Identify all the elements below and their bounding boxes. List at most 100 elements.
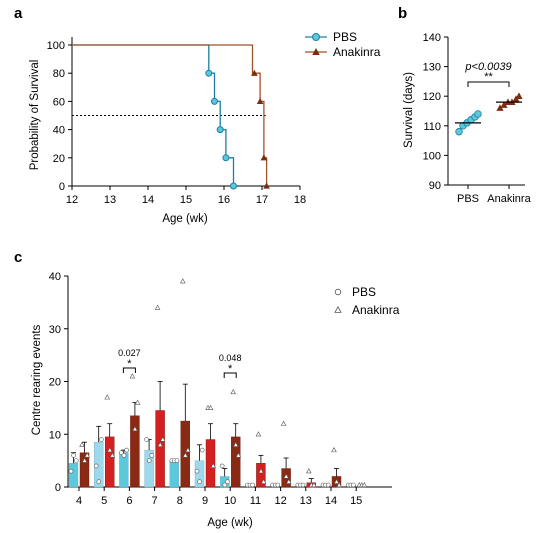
chart-b-pbs-point bbox=[455, 128, 463, 136]
chart-c-x-tick-label: 11 bbox=[250, 495, 261, 507]
chart-c-anakinra-point bbox=[255, 431, 262, 437]
chart-a-y-tick-label: 100 bbox=[47, 40, 65, 52]
chart-c-pbs-point bbox=[149, 453, 155, 458]
chart-c-pbs-point bbox=[300, 482, 306, 488]
chart-c-pbs-point bbox=[99, 437, 104, 442]
chart-c-pbs-point bbox=[96, 479, 102, 485]
chart-c-anakinra-point bbox=[134, 399, 141, 405]
chart-a-anakinra-point bbox=[256, 97, 264, 105]
chart-c-anakinra-point bbox=[185, 447, 191, 453]
chart-a-y-tick-label: 40 bbox=[53, 125, 65, 137]
chart-b-anakinra-point bbox=[500, 101, 508, 108]
chart-c-anakinra-point bbox=[331, 447, 337, 453]
chart-c-anakinra-point bbox=[132, 425, 138, 432]
chart-c-bar-pbs bbox=[68, 463, 79, 488]
chart-c-pbs-point bbox=[351, 482, 356, 488]
chart-c-pbs-point bbox=[71, 453, 76, 458]
chart-c-anakinra-point bbox=[107, 447, 113, 453]
chart-a-legend-pbs-label: PBS bbox=[333, 30, 357, 44]
chart-c-anakinra-point bbox=[306, 468, 312, 474]
chart-a-x-tick-label: 12 bbox=[66, 194, 78, 206]
chart-c-pbs-point bbox=[146, 458, 152, 463]
chart-c-anakinra-point bbox=[311, 481, 317, 488]
chart-c-anakinra-point bbox=[333, 478, 340, 484]
chart-c-pbs-point bbox=[144, 437, 149, 442]
chart-c-p-value: 0.027 bbox=[118, 348, 141, 358]
chart-c-legend-anakinra-marker bbox=[334, 305, 342, 313]
chart-c-pbs-point bbox=[121, 453, 127, 458]
chart-c-pbs-point bbox=[68, 468, 74, 474]
chart-c-x-tick-label: 4 bbox=[76, 495, 82, 507]
chart-c-pbs-point bbox=[219, 463, 225, 469]
chart-a-y-tick-label: 20 bbox=[53, 153, 65, 165]
chart-c-anakinra-point bbox=[129, 373, 136, 379]
chart-b-anakinra-point bbox=[515, 92, 523, 100]
chart-c-anakinra-point bbox=[207, 404, 214, 410]
chart-c-bar-anakinra bbox=[205, 439, 216, 488]
chart-a-pbs-point bbox=[230, 182, 237, 190]
chart-c-pbs-point bbox=[93, 463, 99, 469]
chart-a-y-tick-label: 0 bbox=[59, 181, 65, 193]
chart-c-p-value: 0.048 bbox=[219, 353, 242, 363]
chart-c-y-tick-label: 10 bbox=[49, 429, 61, 441]
chart-c-significance-stars: * bbox=[228, 363, 233, 375]
chart-c-significance-stars: * bbox=[127, 358, 132, 370]
chart-c-bar-anakinra bbox=[155, 410, 165, 488]
chart-c-anakinra-point bbox=[283, 473, 289, 479]
chart-c-x-tick-label: 14 bbox=[325, 495, 337, 507]
chart-a-pbs-point bbox=[222, 154, 230, 162]
chart-b-y-tick-label: 120 bbox=[423, 91, 441, 103]
chart-c-anakinra-point bbox=[84, 452, 90, 458]
chart-c-pbs-point bbox=[194, 468, 200, 474]
chart-b-ylabel: Survival (days) bbox=[403, 72, 415, 148]
chart-b-significance-bracket bbox=[467, 81, 510, 87]
chart-c-pbs-point bbox=[124, 447, 129, 453]
panel-label-c: c bbox=[14, 249, 22, 266]
chart-a-x-tick-label: 18 bbox=[294, 194, 306, 206]
chart-a-y-tick-label: 60 bbox=[53, 96, 65, 108]
chart-c-pbs-point bbox=[199, 447, 205, 453]
chart-c-y-tick-label: 40 bbox=[49, 271, 61, 283]
chart-c-anakinra-point bbox=[230, 389, 236, 395]
chart-a-legend-anakinra-label: Anakinra bbox=[333, 45, 381, 59]
chart-c-legend-pbs-marker bbox=[334, 288, 342, 296]
chart-c-anakinra-point bbox=[154, 304, 161, 310]
chart-a-xlabel: Age (wk) bbox=[162, 213, 208, 225]
chart-a-anakinra-point bbox=[251, 69, 258, 76]
chart-b-y-tick-label: 140 bbox=[423, 32, 441, 44]
panel-label-a: a bbox=[14, 5, 23, 22]
chart-c-x-tick-label: 9 bbox=[202, 495, 208, 507]
chart-a-x-tick-label: 15 bbox=[180, 194, 192, 206]
chart-a-anakinra-point bbox=[263, 182, 270, 189]
chart-a-pbs-point bbox=[216, 126, 224, 134]
chart-a-x-tick-label: 17 bbox=[256, 194, 268, 206]
chart-a-pbs-point bbox=[205, 69, 213, 77]
chart-a-legend-pbs-marker bbox=[312, 33, 320, 41]
chart-b-y-tick-label: 130 bbox=[423, 62, 441, 74]
chart-a-x-tick-label: 14 bbox=[142, 194, 154, 206]
chart-c-anakinra-point bbox=[210, 462, 216, 469]
chart-c-y-tick-label: 20 bbox=[49, 377, 61, 389]
chart-c-bar-pbs bbox=[169, 460, 180, 488]
chart-a-pbs-point bbox=[211, 97, 218, 105]
chart-b-anakinra-point bbox=[496, 104, 504, 111]
chart-c-pbs-point bbox=[275, 482, 281, 488]
chart-b-x-tick-label: PBS bbox=[457, 193, 479, 205]
chart-c-y-tick-label: 0 bbox=[55, 482, 61, 494]
chart-c-y-tick-label: 30 bbox=[49, 324, 61, 336]
chart-c-pbs-point bbox=[197, 479, 202, 485]
chart-c-x-tick-label: 6 bbox=[126, 495, 132, 507]
chart-a-y-tick-label: 80 bbox=[53, 68, 65, 80]
chart-b-survival-scatter: 90 100 110 120 130 140 PBS Anakinra **p<0.0039 bbox=[423, 32, 532, 205]
chart-c-pbs-point bbox=[222, 482, 228, 488]
chart-b-significance-stars: ** bbox=[484, 71, 493, 83]
chart-c-anakinra-point bbox=[157, 441, 163, 447]
chart-c-bar-pbs bbox=[119, 452, 129, 488]
chart-c-xlabel: Age (wk) bbox=[207, 517, 253, 529]
chart-b-y-tick-label: 100 bbox=[423, 150, 441, 162]
chart-a-x-tick-label: 16 bbox=[218, 194, 230, 206]
chart-c-anakinra-point bbox=[280, 420, 287, 426]
chart-c-anakinra-point bbox=[233, 441, 239, 447]
